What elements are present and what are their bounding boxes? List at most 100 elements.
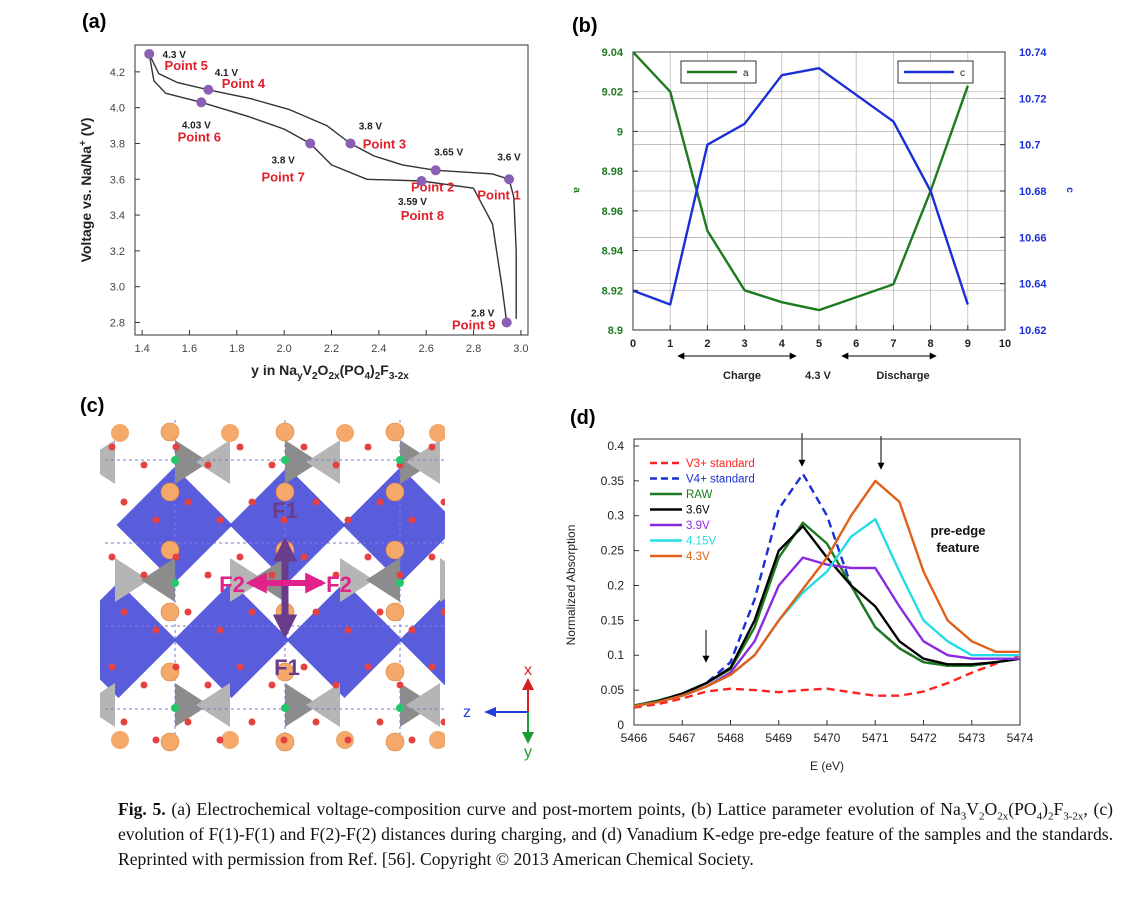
point-voltage: 4.3 V — [163, 50, 187, 61]
o-atom — [312, 498, 320, 506]
po4-tetrahedron — [175, 683, 209, 727]
x-tick-label: 5474 — [1007, 731, 1034, 745]
distance-label: F1 — [274, 655, 300, 680]
na-atom — [275, 662, 295, 682]
y-tick-label: 4.0 — [110, 103, 125, 115]
o-atom — [184, 608, 192, 616]
x-tick-label: 5 — [816, 338, 822, 350]
o-atom — [204, 461, 212, 469]
caption-text: 2 — [979, 810, 985, 823]
y-tick-label: 0.4 — [607, 439, 624, 453]
o-atom — [172, 443, 180, 451]
y-tick-label: 9.04 — [602, 47, 624, 59]
o-atom — [152, 516, 160, 524]
label-part: 2x — [328, 371, 340, 382]
legend-label: 4.3V — [686, 551, 710, 563]
o-atom — [172, 663, 180, 671]
o-atom — [428, 663, 436, 671]
data-line — [632, 67, 969, 306]
axis-annotation: 4.3 V — [805, 370, 831, 382]
na-atom — [385, 540, 405, 560]
point-label: Point 9 — [452, 317, 495, 332]
x-tick-label: 1.8 — [229, 343, 244, 355]
x-tick-label: 4 — [779, 338, 786, 350]
caption-label: Fig. 5. — [118, 799, 166, 819]
y-tick-label: 3.0 — [110, 282, 125, 294]
o-atom — [344, 736, 352, 744]
po4-tetrahedron — [406, 440, 440, 484]
label-part: ) — [370, 362, 375, 378]
caption-text: 2x — [997, 810, 1009, 823]
caption-text: O — [984, 799, 998, 819]
o-atom — [312, 608, 320, 616]
annotation: feature — [936, 540, 979, 555]
caption-text: (a) Electrochemical voltage-composition … — [165, 799, 961, 819]
o-atom — [428, 443, 436, 451]
o-atom — [440, 498, 445, 506]
vo-octahedron — [399, 594, 445, 686]
o-atom — [280, 516, 288, 524]
o-atom — [332, 681, 340, 689]
po4-tetrahedron — [440, 558, 445, 602]
o-atom — [120, 498, 128, 506]
point-voltage: 3.6 V — [497, 152, 521, 163]
o-atom — [184, 718, 192, 726]
chart: 5466 5467 5468 5469 5470 5471 5472 5473 5474 0 0.0… — [564, 438, 1034, 773]
po4-tetrahedron — [340, 558, 374, 602]
o-atom — [376, 498, 384, 506]
crystal-structure — [100, 420, 445, 752]
distance-label: F2 — [326, 572, 352, 597]
o-atom — [204, 571, 212, 579]
x-tick-label: 7 — [890, 338, 896, 350]
x-tick-label: 5470 — [814, 731, 841, 745]
x-tick-label: 2.0 — [277, 343, 292, 355]
o-atom — [140, 681, 148, 689]
na-atom — [111, 424, 129, 442]
data-line — [633, 479, 1020, 708]
axis-z-head — [484, 707, 496, 717]
x-tick-label: 3 — [742, 338, 748, 350]
o-atom — [108, 443, 116, 451]
data-point — [501, 317, 512, 328]
f-atom — [171, 704, 179, 712]
o-atom — [108, 663, 116, 671]
data-point — [203, 84, 214, 95]
po4-tetrahedron — [285, 683, 319, 727]
point-voltage: 3.65 V — [434, 147, 463, 158]
caption: Fig. 5. (a) Electrochemical voltage-comp… — [118, 797, 1113, 872]
o-atom — [396, 681, 404, 689]
x-axis-label: E (eV) — [810, 759, 844, 773]
o-atom — [120, 608, 128, 616]
axis-x-head — [522, 678, 534, 690]
o-atom — [140, 571, 148, 579]
label-part: O — [318, 362, 329, 378]
point-voltage: 2.8 V — [471, 308, 495, 319]
x-tick-label: 3.0 — [513, 343, 528, 355]
legend-label: V3+ standard — [686, 458, 755, 470]
vo-octahedron — [173, 582, 290, 698]
x-tick-label: 2.2 — [324, 343, 339, 355]
point-voltage: 4.03 V — [182, 120, 211, 131]
legend-label: 3.6V — [686, 505, 710, 517]
y-tick-label: 0.3 — [607, 509, 624, 523]
plot-frame — [632, 51, 1006, 331]
na-atom — [385, 422, 405, 442]
po4-tetrahedron — [366, 558, 400, 602]
y-tick-label: 10.68 — [1019, 186, 1047, 198]
data-point — [345, 138, 356, 149]
o-atom — [216, 626, 224, 634]
x-tick-label: 1 — [667, 338, 673, 350]
axis-letter: x — [524, 662, 532, 679]
x-tick-label: 5472 — [910, 731, 937, 745]
label-part: 3-2x — [389, 371, 409, 382]
data-line — [148, 53, 508, 323]
o-atom — [280, 736, 288, 744]
o-atom — [332, 571, 340, 579]
y-tick-label: 10.7 — [1019, 140, 1040, 152]
axis-y-head — [522, 732, 534, 744]
na-atom — [385, 662, 405, 682]
po4-tetrahedron — [285, 440, 319, 484]
point-label: Point 7 — [262, 169, 305, 184]
point-voltage: 3.59 V — [398, 197, 427, 208]
plot-frame — [633, 438, 1021, 726]
